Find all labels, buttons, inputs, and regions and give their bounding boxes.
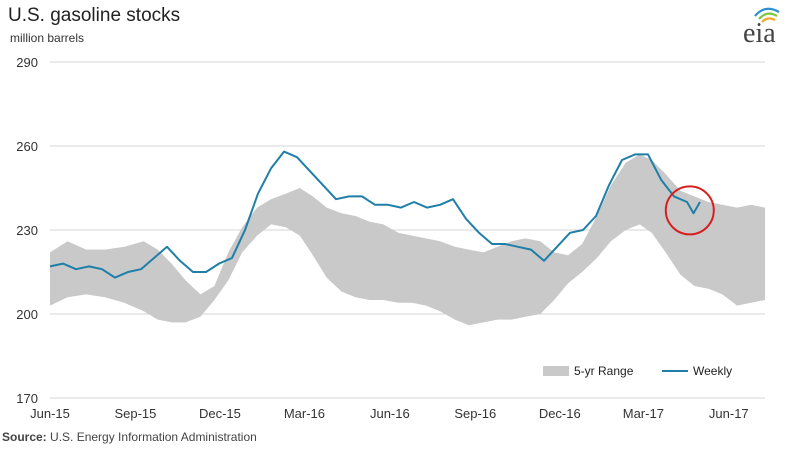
x-tick-label: Mar-16 xyxy=(284,406,325,421)
x-tick-label: Sep-16 xyxy=(454,406,496,421)
y-tick-label: 230 xyxy=(16,223,38,238)
x-tick-label: Mar-17 xyxy=(623,406,664,421)
y-tick-label: 290 xyxy=(16,55,38,70)
x-tick-label: Jun-17 xyxy=(709,406,749,421)
x-tick-label: Sep-15 xyxy=(114,406,156,421)
logo-text: eia xyxy=(743,18,776,49)
weekly-series-line xyxy=(49,150,701,279)
legend-range-swatch xyxy=(543,366,569,376)
legend-weekly-label: Weekly xyxy=(693,364,732,378)
x-tick-label: Jun-16 xyxy=(370,406,410,421)
source-text: U.S. Energy Information Administration xyxy=(50,430,257,444)
source-label: Source: xyxy=(2,430,47,444)
x-tick-label: Dec-16 xyxy=(539,406,581,421)
chart-subtitle: million barrels xyxy=(10,31,85,45)
source-note: Source: U.S. Energy Information Administ… xyxy=(2,430,257,444)
logo-arcs xyxy=(754,7,780,23)
gasoline-stocks-chart: 170 200 230 260 290 Jun-15 Sep-15 Dec-15 Mar-16 J… xyxy=(16,55,765,421)
x-tick-label: Dec-15 xyxy=(199,406,241,421)
x-tick-label: Jun-15 xyxy=(30,406,70,421)
highlight-circle xyxy=(664,185,715,236)
y-tick-label: 200 xyxy=(16,307,38,322)
y-tick-label: 170 xyxy=(16,391,38,406)
y-tick-label: 260 xyxy=(16,139,38,154)
five-year-range-band xyxy=(50,154,765,326)
eia-logo: eia xyxy=(741,6,785,49)
legend-range-label: 5-yr Range xyxy=(574,364,634,378)
chart-title: U.S. gasoline stocks xyxy=(8,5,181,26)
